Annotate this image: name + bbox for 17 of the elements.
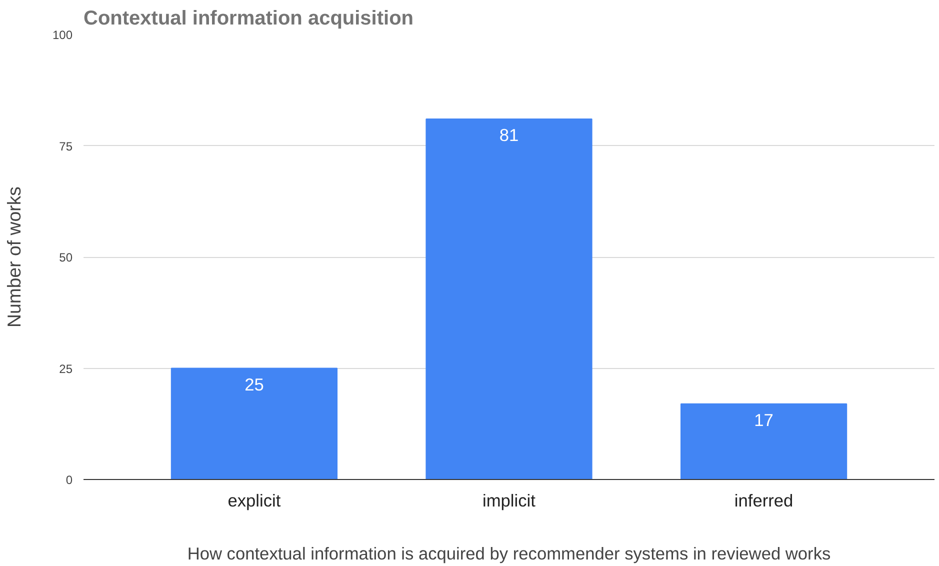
data-label: 81 xyxy=(499,125,519,146)
y-tick-label: 25 xyxy=(59,362,73,376)
bar xyxy=(170,368,338,480)
data-label: 17 xyxy=(754,410,774,430)
x-axis-title: How contextual information is acquired by recommender systems in reviewed works xyxy=(187,544,831,564)
x-tick-label: inferred xyxy=(734,490,794,510)
y-tick-label: 50 xyxy=(59,250,73,264)
bar xyxy=(680,403,848,480)
bar xyxy=(426,118,592,480)
y-axis-title: Number of works xyxy=(3,186,24,328)
x-tick-label: explicit xyxy=(228,490,281,510)
y-tick-label: 0 xyxy=(66,473,73,487)
y-tick-label: 100 xyxy=(52,28,73,42)
x-tick-label: implicit xyxy=(482,490,536,510)
y-tick-label: 75 xyxy=(59,139,73,154)
data-label: 25 xyxy=(244,374,264,394)
chart-title: Contextual information acquisition xyxy=(84,8,414,30)
